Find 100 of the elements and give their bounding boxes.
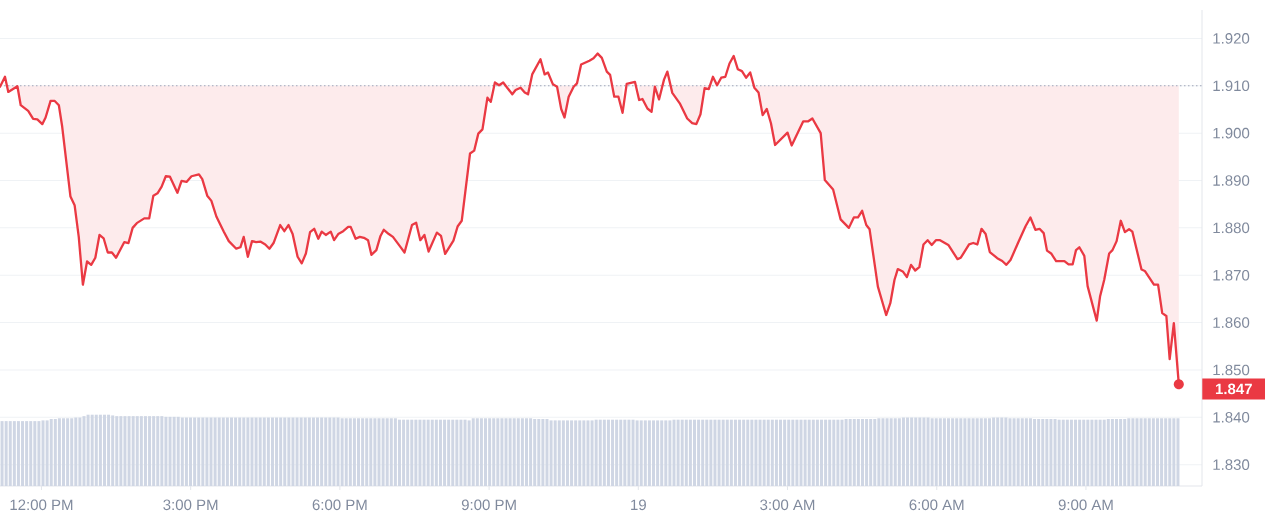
bar (488, 418, 492, 486)
bar (62, 418, 66, 486)
bar (525, 418, 528, 486)
bar (143, 416, 147, 486)
bar (938, 418, 942, 486)
bar (1139, 418, 1143, 486)
bar (1119, 418, 1123, 486)
bar (787, 419, 791, 486)
bar (37, 421, 41, 486)
bar (12, 421, 16, 486)
bar (90, 414, 94, 486)
bar (820, 419, 823, 486)
bar (496, 418, 500, 486)
y-tick-label: 1.900 (1213, 127, 1250, 139)
bar (127, 416, 131, 486)
bar (541, 418, 545, 486)
bar (987, 418, 991, 486)
bar (311, 417, 315, 486)
bar (455, 419, 459, 486)
bar (316, 417, 320, 486)
bar (53, 418, 57, 486)
bar (721, 419, 725, 486)
bar (992, 417, 996, 486)
bar (1033, 418, 1037, 486)
bar (246, 417, 250, 486)
bar (221, 417, 225, 486)
bar (803, 419, 807, 486)
bar (533, 418, 537, 486)
bar (656, 420, 660, 486)
bar (856, 418, 860, 486)
bar (1106, 418, 1110, 486)
bar (574, 420, 578, 486)
bar (930, 418, 934, 486)
bar (131, 416, 135, 486)
bar (156, 416, 160, 486)
bar (615, 419, 619, 486)
bar (467, 420, 471, 486)
bar (201, 417, 205, 486)
bar (1168, 418, 1172, 486)
bar (1037, 418, 1041, 486)
x-tick-label: 9:00 PM (461, 499, 516, 511)
bar (561, 420, 565, 486)
bar (197, 417, 201, 486)
bar (1151, 418, 1155, 486)
bar (733, 419, 737, 486)
bar (66, 418, 70, 486)
bar (602, 419, 606, 486)
bar (78, 417, 82, 486)
y-tick-label: 1.840 (1213, 412, 1250, 423)
bar (873, 418, 877, 486)
bar (430, 419, 434, 486)
bar (115, 416, 119, 486)
bar (1074, 419, 1078, 486)
bar (508, 418, 512, 486)
bar (762, 419, 766, 486)
bar (8, 421, 12, 486)
bar (332, 417, 336, 486)
bar (29, 421, 33, 486)
x-tick-label: 6:00 PM (312, 499, 367, 511)
bar (344, 418, 348, 486)
bar (4, 421, 8, 486)
bar (848, 418, 852, 486)
bar (705, 419, 709, 486)
bar (729, 419, 733, 486)
bar (906, 417, 910, 486)
bar (1160, 418, 1164, 486)
bar (783, 419, 787, 486)
bar (102, 414, 106, 486)
bar (229, 417, 233, 486)
bar (471, 418, 475, 486)
bar (152, 416, 156, 486)
bar (643, 420, 647, 486)
bar (746, 419, 750, 486)
bar (979, 418, 983, 486)
bar (184, 417, 188, 486)
bar (299, 417, 303, 486)
bar (520, 418, 524, 486)
bar (242, 417, 246, 486)
bar (1057, 419, 1061, 486)
bar (697, 419, 701, 486)
bar (742, 419, 746, 486)
bar (475, 418, 479, 486)
bar (770, 419, 774, 486)
bar (193, 417, 197, 486)
bar (402, 419, 406, 486)
annotation: 1.847 (1215, 383, 1252, 395)
bar (717, 419, 721, 486)
bar (254, 417, 258, 486)
bar (258, 417, 262, 486)
bar (303, 417, 307, 486)
bar (279, 417, 283, 486)
bar (959, 418, 963, 486)
bar (479, 418, 483, 486)
bar (692, 419, 696, 486)
bar (996, 417, 1000, 486)
bar (397, 419, 401, 486)
bar (1098, 419, 1102, 486)
x-tick-label: 3:00 AM (760, 499, 815, 511)
bar (1061, 419, 1065, 486)
bar (815, 419, 819, 486)
